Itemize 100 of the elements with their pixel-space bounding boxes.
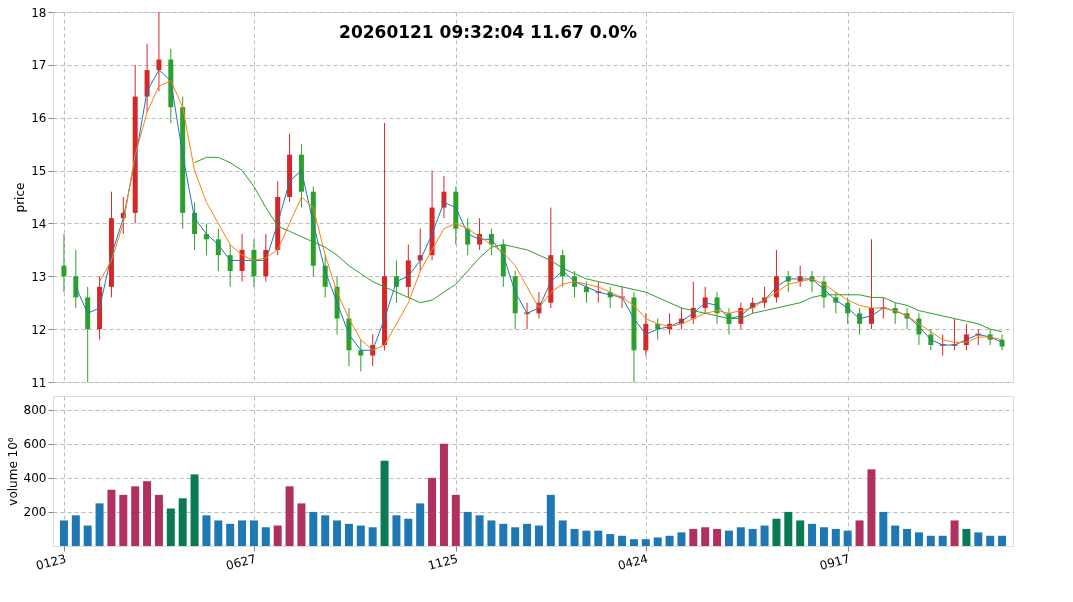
bar [95,503,104,546]
bar [356,525,365,546]
candlestick [61,233,67,293]
y-tick-label: 18 [31,5,47,20]
bar [701,527,710,546]
candlestick [857,307,863,335]
bar [724,530,733,546]
candlestick [156,11,162,92]
candlestick [73,249,79,309]
y-tick-label: 16 [31,111,47,126]
bar [831,528,840,546]
bar [926,535,935,546]
x-tick-label: 0424 [616,551,650,573]
bar [819,527,828,546]
bar [463,511,472,546]
bar [772,518,781,546]
bar [677,532,686,546]
candlestick [358,339,364,372]
candlestick [999,333,1005,351]
y-tick-label: 15 [31,164,47,179]
bar [974,532,983,546]
y-tick-label: 13 [31,269,47,284]
bar [903,528,912,546]
bar [867,469,876,546]
bar [380,460,389,546]
bar [736,527,745,546]
bar [962,528,971,546]
bar [891,525,900,546]
bar [249,520,258,546]
bar [214,520,223,546]
y-tick-label: 14 [31,216,47,231]
y-tick-label: 600 [23,437,47,452]
bar [796,520,805,546]
bar [641,539,650,546]
bar [190,474,199,546]
bar [606,534,615,546]
bar [143,481,152,546]
bar [938,535,947,546]
bar [333,520,342,546]
bar [653,537,662,546]
bar [594,530,603,546]
bar [392,515,401,546]
x-tick-label: 1125 [426,551,460,573]
bar [689,528,698,546]
bar [570,528,579,546]
bar [534,525,543,546]
bar [618,535,627,546]
x-tick-label: 0917 [818,551,852,573]
bar [439,443,448,546]
y-tick-label: 400 [23,471,47,486]
bar [808,523,817,546]
text: 20260121 09:32:04 11.67 0.0% [339,22,637,42]
bar [855,520,864,546]
bar [475,515,484,546]
y-tick-label: 17 [31,58,47,73]
bar [499,523,508,546]
bar [202,515,211,546]
x-tick-label: 0627 [224,551,258,573]
bar [665,535,674,546]
bar [131,486,140,546]
candlestick [227,244,233,288]
bar [986,535,995,546]
y-axis-title: volume 10⁶ [5,437,20,506]
bar [546,494,555,546]
x-tick-label: 0123 [34,551,68,573]
bar [760,525,769,546]
bar [748,528,757,546]
bar [285,486,294,546]
bar [416,503,425,546]
bar [428,477,437,546]
bar [178,498,187,546]
bar [368,527,377,546]
bar [119,494,128,546]
bar [451,494,460,546]
bar [843,530,852,546]
bar [713,528,722,546]
y-tick-label: 11 [31,375,47,390]
bar [998,535,1007,546]
y-tick-label: 800 [23,403,47,418]
bar [511,527,520,546]
bar [321,515,330,546]
y-axis-title: price [13,182,28,213]
bar [344,523,353,546]
y-tick-label: 200 [23,505,47,520]
bar [404,518,413,546]
bar [59,520,68,546]
bar [879,511,888,546]
bar [71,515,80,546]
bar [582,530,591,546]
bar [273,525,282,546]
bar [107,489,116,546]
bar [950,520,959,546]
bar [309,511,318,546]
bar [297,503,306,546]
bar [523,523,532,546]
bar [558,520,567,546]
bar [784,511,793,546]
bar [261,527,270,546]
bar [166,508,175,546]
bar [487,520,496,546]
